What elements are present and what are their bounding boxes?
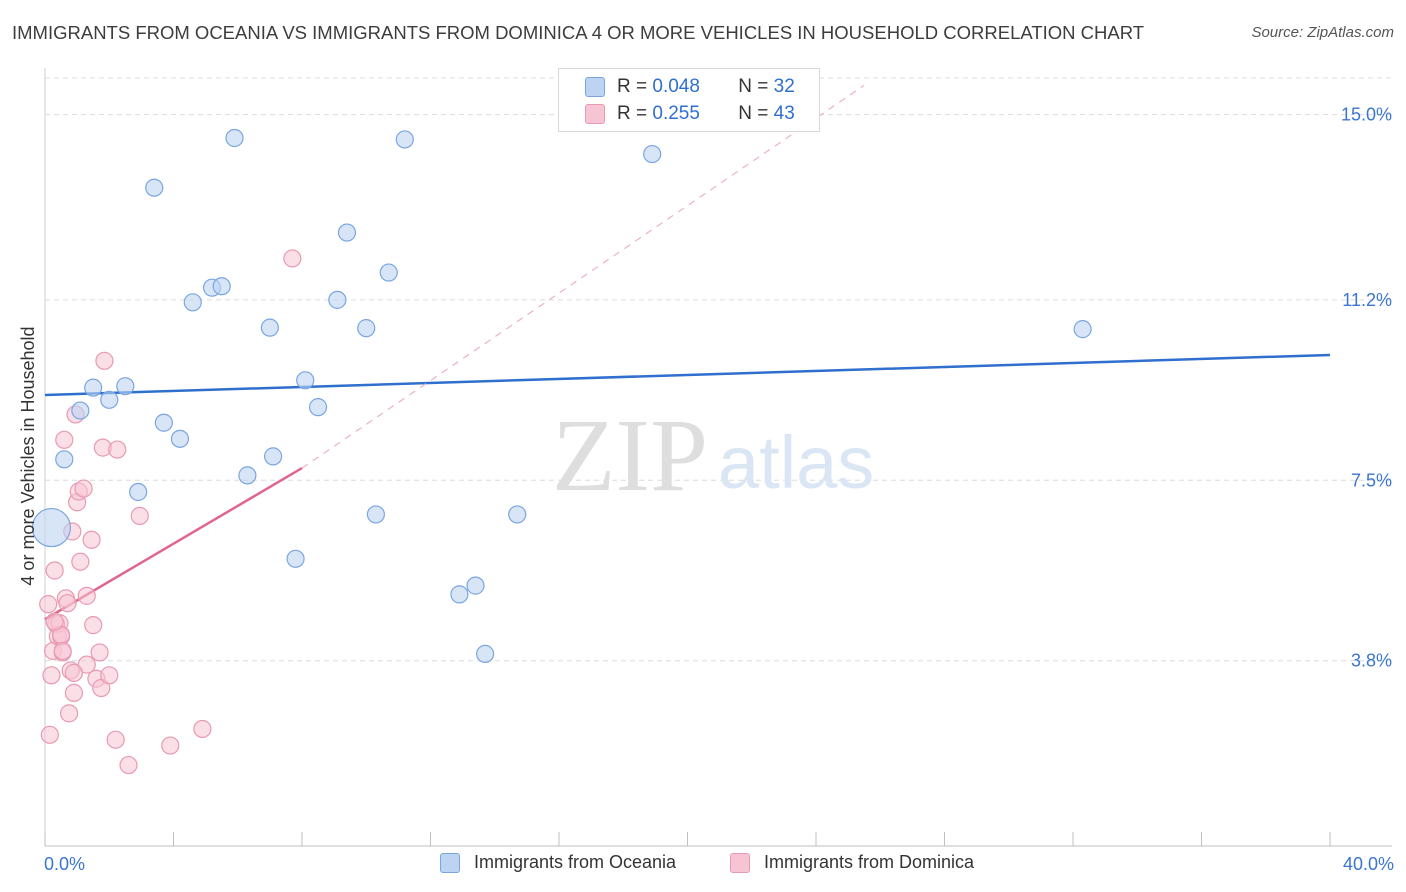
data-point-oceania	[238, 466, 257, 485]
data-point-oceania	[466, 576, 485, 595]
data-point-oceania	[263, 447, 283, 466]
data-point-oceania	[643, 144, 662, 164]
data-point-oceania	[366, 505, 385, 524]
data-point-dominica	[53, 641, 72, 661]
data-point-dominica	[193, 719, 212, 739]
y-axis-title: 4 or more Vehicles in Household	[18, 326, 38, 585]
data-point-dominica	[90, 643, 109, 662]
data-point-oceania	[395, 130, 414, 149]
data-point-oceania	[379, 263, 398, 282]
data-point-oceania	[357, 319, 376, 338]
data-point-oceania	[116, 377, 135, 396]
y-tick-label: 11.2%	[1342, 290, 1392, 310]
legend-row-oceania: R = 0.048 N = 32	[585, 75, 795, 99]
y-tick-label: 7.5%	[1351, 470, 1392, 490]
legend-swatch-pink	[585, 104, 605, 124]
trend-line-dominica-extended	[301, 84, 865, 469]
data-point-dominica	[108, 440, 127, 459]
data-point-dominica	[74, 479, 93, 498]
data-point-dominica	[77, 586, 96, 605]
legend-n-value: 43	[773, 103, 795, 124]
data-point-dominica	[71, 552, 90, 571]
data-point-oceania	[476, 644, 495, 663]
chart-title: IMMIGRANTS FROM OCEANIA VS IMMIGRANTS FR…	[12, 22, 1145, 43]
data-point-oceania	[170, 429, 190, 448]
data-point-dominica	[59, 704, 79, 723]
legend-swatch-pink	[730, 852, 750, 873]
legend-swatch-blue	[440, 852, 460, 873]
legend-item-dominica: Immigrants from Dominica	[730, 852, 974, 873]
legend-r-label: R =	[617, 103, 648, 124]
data-point-oceania	[183, 293, 202, 312]
data-point-dominica	[64, 663, 84, 682]
legend-n-label: N =	[738, 76, 769, 97]
source-credit: Source: ZipAtlas.com	[1251, 24, 1394, 41]
correlation-legend: R = 0.048 N = 32 R = 0.255 N = 43	[558, 68, 820, 132]
data-point-dominica	[55, 430, 74, 449]
data-point-oceania	[145, 178, 164, 197]
data-point-oceania	[84, 378, 103, 397]
data-point-oceania	[296, 371, 315, 390]
legend-r-value: 0.048	[652, 76, 700, 97]
data-point-oceania	[260, 318, 279, 337]
data-point-oceania	[308, 398, 328, 417]
data-point-dominica	[119, 755, 138, 775]
data-point-oceania	[154, 413, 173, 432]
data-point-oceania	[212, 277, 231, 296]
legend-n-label: N =	[738, 103, 769, 124]
y-tick-label: 3.8%	[1351, 651, 1392, 671]
data-point-dominica	[82, 530, 101, 549]
data-point-dominica	[84, 616, 103, 635]
data-point-dominica	[161, 736, 180, 755]
data-point-dominica	[58, 594, 77, 613]
data-point-dominica	[283, 249, 302, 268]
y-tick-label: 15.0%	[1341, 105, 1392, 125]
data-point-dominica	[130, 506, 149, 525]
data-point-dominica	[77, 655, 96, 674]
data-point-dominica	[106, 730, 125, 749]
data-point-dominica	[100, 666, 119, 685]
data-point-dominica	[42, 666, 61, 685]
data-point-oceania	[508, 505, 527, 524]
legend-item-oceania: Immigrants from Oceania	[440, 852, 676, 873]
legend-n-value: 32	[773, 76, 795, 97]
data-point-oceania	[337, 223, 357, 242]
x-tick-label-min: 0.0%	[44, 854, 85, 874]
data-point-oceania	[31, 507, 72, 548]
data-point-oceania	[328, 290, 347, 309]
legend-row-dominica: R = 0.255 N = 43	[585, 102, 795, 126]
data-point-oceania	[71, 401, 90, 420]
legend-label-oceania: Immigrants from Oceania	[474, 852, 677, 872]
trend-line-oceania	[44, 353, 1331, 397]
series-legend: Immigrants from Oceania Immigrants from …	[0, 852, 1406, 878]
legend-r-value: 0.255	[652, 103, 700, 124]
data-point-oceania	[225, 128, 244, 148]
data-point-oceania	[286, 549, 305, 568]
data-point-oceania	[1073, 320, 1092, 339]
data-point-dominica	[45, 561, 64, 580]
watermark-zip: ZIP	[552, 398, 708, 513]
data-point-oceania	[129, 482, 148, 502]
data-point-dominica	[40, 725, 59, 744]
x-tick-label-max: 40.0%	[1343, 854, 1394, 874]
legend-swatch-blue	[585, 77, 605, 97]
data-point-dominica	[95, 351, 114, 370]
data-point-dominica	[39, 595, 58, 614]
data-point-oceania	[100, 390, 119, 409]
data-point-oceania	[450, 585, 469, 604]
data-point-dominica	[64, 683, 84, 702]
data-point-oceania	[55, 450, 74, 469]
legend-r-label: R =	[617, 76, 648, 97]
watermark-atlas: atlas	[718, 421, 874, 504]
legend-label-dominica: Immigrants from Dominica	[764, 852, 975, 872]
data-point-dominica	[45, 612, 64, 631]
